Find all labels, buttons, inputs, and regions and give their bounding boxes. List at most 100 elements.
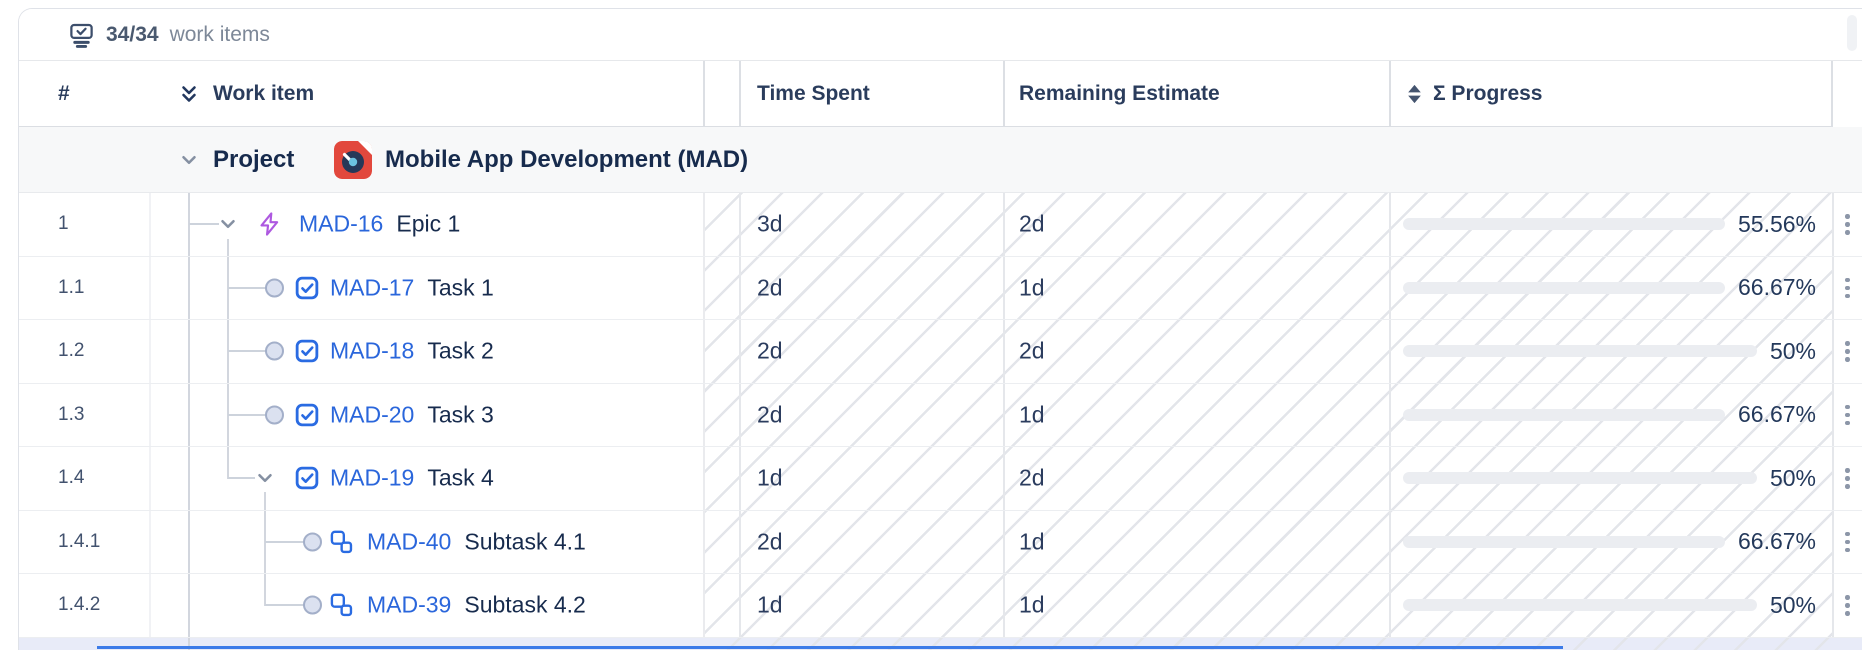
progress-bar [1403, 408, 1725, 421]
remaining-estimate-value: 1d [1019, 401, 1045, 428]
remaining-estimate-value: 2d [1019, 337, 1045, 364]
row-kebab-menu-icon[interactable] [1832, 574, 1862, 637]
collapse-all-double-chevron-icon[interactable] [177, 82, 201, 106]
tree-connector-line [228, 286, 266, 289]
time-spent-value: 2d [757, 337, 783, 364]
time-spent-value: 1d [757, 591, 783, 618]
table-row[interactable]: 1.1 MAD-17 Task 1 2d 1d [19, 257, 1862, 320]
column-divider[interactable] [1389, 61, 1391, 127]
row-kebab-menu-icon[interactable] [1832, 257, 1862, 320]
progress-value: 66.67% [1737, 401, 1816, 428]
progress-bar [1403, 345, 1757, 358]
header-bottom-border [19, 125, 1832, 127]
progress-cell: 66.67% [1389, 384, 1832, 447]
sort-icon[interactable] [1405, 84, 1424, 105]
progress-cell: 55.56% [1389, 193, 1832, 256]
progress-value: 66.67% [1737, 274, 1816, 301]
progress-value: 55.56% [1737, 210, 1816, 237]
issue-summary[interactable]: Subtask 4.1 [464, 528, 586, 555]
issue-summary[interactable]: Task 4 [427, 464, 494, 491]
progress-bar [1403, 281, 1725, 294]
project-group-row[interactable]: Project Mobile App Development (MAD) [19, 127, 1862, 193]
progress-bar [1403, 535, 1725, 548]
row-kebab-menu-icon[interactable] [1832, 447, 1862, 510]
tree-line-epic [227, 239, 229, 479]
issue-key-link[interactable]: MAD-17 [330, 274, 415, 301]
remaining-estimate-value: 2d [1019, 464, 1045, 491]
subtask-icon [328, 592, 354, 618]
time-spent-value: 2d [757, 528, 783, 555]
expand-chevron-icon[interactable] [254, 467, 276, 489]
issue-summary[interactable]: Task 1 [427, 274, 494, 301]
tree-connector-line [228, 477, 255, 480]
column-header-time-spent[interactable]: Time Spent [757, 82, 870, 105]
progress-cell: 50% [1389, 574, 1832, 637]
work-items-stack-icon [68, 21, 95, 48]
progress-bar [1403, 599, 1757, 612]
table-row[interactable]: 1.2 MAD-18 Task 2 2d 2d [19, 320, 1862, 384]
row-kebab-menu-icon[interactable] [1832, 320, 1862, 383]
work-item-label: MAD-18 Task 2 [330, 338, 494, 365]
issue-summary[interactable]: Subtask 4.2 [464, 591, 586, 618]
table-row[interactable]: 1.4 MAD-19 Task 4 1d 2d [19, 447, 1862, 511]
remaining-estimate-value: 2d [1019, 210, 1045, 237]
column-header-number: # [58, 82, 70, 105]
issue-key-link[interactable]: MAD-16 [299, 210, 384, 237]
tree-line-project [188, 193, 190, 650]
task-icon [294, 465, 320, 491]
project-expand-chevron-icon[interactable] [178, 149, 200, 171]
issue-key-link[interactable]: MAD-20 [330, 401, 415, 428]
table-row[interactable]: 1.4.1 MAD-40 Subtask 4.1 2d [19, 511, 1862, 574]
column-header-remaining-estimate[interactable]: Remaining Estimate [1019, 82, 1220, 105]
row-number: 1.1 [58, 276, 85, 298]
vertical-scrollbar-thumb[interactable] [1847, 15, 1857, 51]
column-divider[interactable] [1003, 61, 1005, 127]
progress-value: 50% [1769, 337, 1816, 364]
drag-handle-dot[interactable] [265, 278, 284, 298]
task-icon [294, 402, 320, 428]
remaining-estimate-value: 1d [1019, 274, 1045, 301]
table-row[interactable]: 1.3 MAD-20 Task 3 2d 1d [19, 384, 1862, 447]
work-item-label: MAD-17 Task 1 [330, 274, 494, 301]
column-header-work-item[interactable]: Work item [213, 82, 315, 105]
table-header: # Work item Time Spent Remaining Estimat… [19, 61, 1862, 127]
row-kebab-menu-icon[interactable] [1832, 511, 1862, 574]
project-avatar [334, 140, 372, 179]
table-row[interactable]: 1.4.2 MAD-39 Subtask 4.2 1d [19, 574, 1862, 638]
drag-handle-dot[interactable] [265, 341, 284, 361]
column-divider[interactable] [703, 61, 705, 127]
rows: 1 MAD-16 Epic 1 3d 2d [19, 193, 1862, 650]
issue-summary[interactable]: Epic 1 [396, 210, 461, 237]
row-number: 1.4.2 [58, 594, 101, 616]
issue-summary[interactable]: Task 3 [427, 401, 494, 428]
issue-key-link[interactable]: MAD-19 [330, 464, 415, 491]
issue-key-link[interactable]: MAD-39 [367, 591, 452, 618]
project-type-label: Project [213, 145, 295, 173]
issue-summary[interactable]: Task 2 [427, 337, 494, 364]
column-divider [1831, 61, 1833, 127]
issue-key-link[interactable]: MAD-18 [330, 337, 415, 364]
row-kebab-menu-icon[interactable] [1832, 384, 1862, 447]
work-items-count-label: work items [169, 22, 270, 46]
time-spent-value: 2d [757, 274, 783, 301]
row-number: 1.2 [58, 340, 85, 362]
table-row[interactable]: 1 MAD-16 Epic 1 3d 2d [19, 193, 1862, 257]
drag-handle-dot[interactable] [303, 595, 322, 615]
expand-chevron-icon[interactable] [217, 213, 239, 235]
issue-key-link[interactable]: MAD-40 [367, 528, 452, 555]
remaining-estimate-value: 1d [1019, 528, 1045, 555]
project-name: Mobile App Development (MAD) [385, 145, 749, 173]
column-divider [739, 193, 741, 638]
drag-handle-dot[interactable] [303, 532, 322, 552]
topbar: 34/34 work items [19, 9, 1862, 61]
column-divider [1832, 193, 1834, 638]
progress-value: 50% [1769, 591, 1816, 618]
structure-panel: 34/34 work items # Work item Time Spent … [18, 8, 1862, 650]
column-divider[interactable] [739, 61, 741, 127]
tree-connector-line [189, 223, 219, 226]
tree-connector-line [265, 604, 304, 607]
progress-bar [1403, 472, 1757, 485]
column-header-sum-progress[interactable]: Σ Progress [1433, 82, 1543, 105]
drag-handle-dot[interactable] [265, 405, 284, 425]
row-kebab-menu-icon[interactable] [1832, 193, 1862, 256]
